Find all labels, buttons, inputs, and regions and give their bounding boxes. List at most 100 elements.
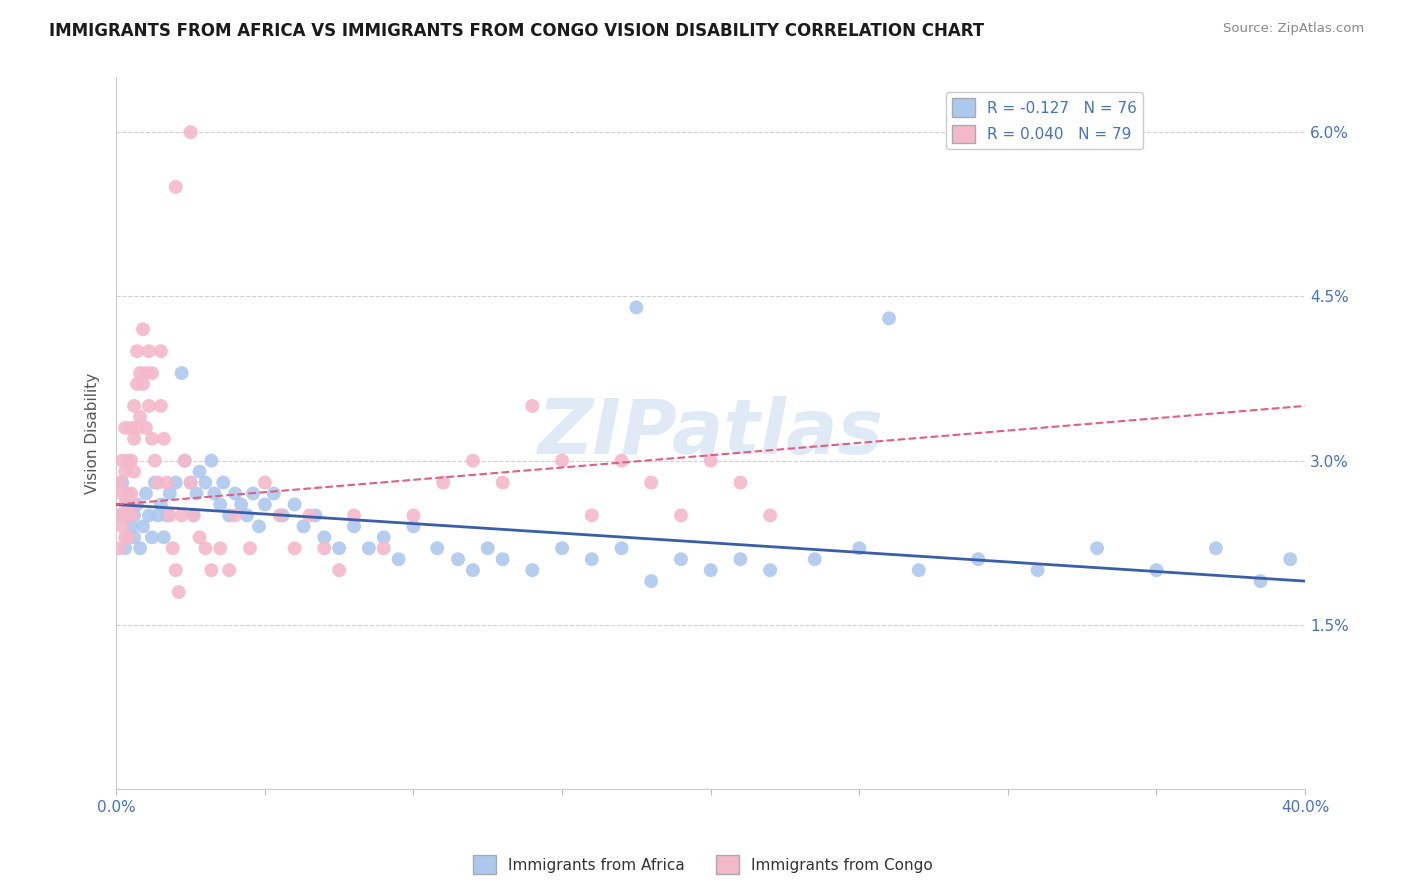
Point bbox=[135, 366, 157, 380]
Point bbox=[432, 475, 454, 490]
Point bbox=[209, 541, 232, 556]
Point bbox=[165, 180, 187, 194]
Point bbox=[165, 563, 187, 577]
Point bbox=[304, 508, 326, 523]
Text: IMMIGRANTS FROM AFRICA VS IMMIGRANTS FROM CONGO VISION DISABILITY CORRELATION CH: IMMIGRANTS FROM AFRICA VS IMMIGRANTS FRO… bbox=[49, 22, 984, 40]
Point bbox=[640, 574, 662, 588]
Point bbox=[141, 432, 163, 446]
Point bbox=[111, 475, 134, 490]
Point bbox=[218, 508, 240, 523]
Point bbox=[180, 475, 202, 490]
Point bbox=[117, 508, 139, 523]
Point bbox=[730, 552, 752, 566]
Point bbox=[522, 563, 544, 577]
Point bbox=[180, 475, 202, 490]
Point bbox=[669, 552, 692, 566]
Point bbox=[848, 541, 870, 556]
Point bbox=[132, 519, 155, 533]
Point bbox=[581, 508, 603, 523]
Point bbox=[699, 563, 721, 577]
Point bbox=[183, 508, 205, 523]
Point bbox=[146, 475, 169, 490]
Point bbox=[143, 475, 166, 490]
Point bbox=[125, 498, 148, 512]
Point bbox=[108, 508, 131, 523]
Text: ZIPatlas: ZIPatlas bbox=[537, 396, 884, 470]
Point bbox=[149, 399, 172, 413]
Point bbox=[170, 366, 193, 380]
Point bbox=[143, 453, 166, 467]
Point bbox=[202, 486, 225, 500]
Point bbox=[120, 453, 142, 467]
Point bbox=[551, 541, 574, 556]
Point bbox=[610, 453, 633, 467]
Point bbox=[108, 508, 131, 523]
Point bbox=[120, 486, 142, 500]
Point bbox=[120, 519, 142, 533]
Point bbox=[357, 541, 380, 556]
Point bbox=[239, 541, 262, 556]
Point bbox=[146, 508, 169, 523]
Point bbox=[907, 563, 929, 577]
Point bbox=[328, 541, 350, 556]
Point bbox=[111, 486, 134, 500]
Point bbox=[284, 498, 307, 512]
Point bbox=[129, 366, 152, 380]
Point bbox=[173, 453, 195, 467]
Point bbox=[114, 498, 136, 512]
Point bbox=[138, 508, 160, 523]
Point bbox=[108, 541, 131, 556]
Point bbox=[626, 301, 648, 315]
Point bbox=[149, 344, 172, 359]
Point bbox=[135, 421, 157, 435]
Point bbox=[271, 508, 294, 523]
Point bbox=[159, 508, 181, 523]
Point bbox=[284, 541, 307, 556]
Point bbox=[491, 475, 513, 490]
Point bbox=[122, 508, 145, 523]
Point bbox=[159, 486, 181, 500]
Y-axis label: Vision Disability: Vision Disability bbox=[86, 373, 100, 494]
Point bbox=[447, 552, 470, 566]
Point bbox=[236, 508, 259, 523]
Point bbox=[153, 530, 176, 544]
Point bbox=[141, 530, 163, 544]
Point bbox=[117, 498, 139, 512]
Point bbox=[253, 498, 276, 512]
Point bbox=[314, 530, 336, 544]
Point bbox=[138, 399, 160, 413]
Point bbox=[120, 421, 142, 435]
Point bbox=[122, 465, 145, 479]
Point bbox=[167, 585, 190, 599]
Point bbox=[610, 541, 633, 556]
Point bbox=[224, 508, 246, 523]
Point bbox=[522, 399, 544, 413]
Point bbox=[200, 453, 222, 467]
Point bbox=[1279, 552, 1302, 566]
Point bbox=[1205, 541, 1227, 556]
Point bbox=[114, 465, 136, 479]
Point bbox=[343, 508, 366, 523]
Point bbox=[402, 519, 425, 533]
Point bbox=[247, 519, 270, 533]
Point bbox=[111, 519, 134, 533]
Point bbox=[120, 508, 142, 523]
Point bbox=[640, 475, 662, 490]
Point bbox=[114, 541, 136, 556]
Point bbox=[388, 552, 411, 566]
Point bbox=[314, 541, 336, 556]
Point bbox=[132, 377, 155, 392]
Point bbox=[194, 541, 217, 556]
Point bbox=[328, 563, 350, 577]
Point bbox=[1026, 563, 1049, 577]
Point bbox=[108, 475, 131, 490]
Point bbox=[461, 453, 484, 467]
Point bbox=[117, 453, 139, 467]
Point bbox=[188, 465, 211, 479]
Point bbox=[125, 344, 148, 359]
Point bbox=[298, 508, 321, 523]
Legend: R = -0.127   N = 76, R = 0.040   N = 79: R = -0.127 N = 76, R = 0.040 N = 79 bbox=[946, 92, 1143, 149]
Point bbox=[149, 498, 172, 512]
Point bbox=[122, 530, 145, 544]
Point bbox=[180, 125, 202, 139]
